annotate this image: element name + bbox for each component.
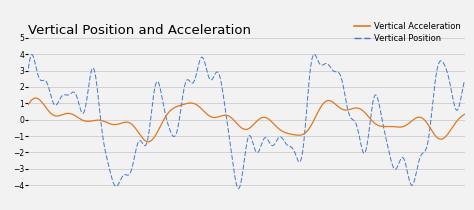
Vertical Acceleration: [84, 120, 90, 122]
Legend: Vertical Acceleration, Vertical Position: Vertical Acceleration, Vertical Position: [354, 22, 460, 43]
Vertical Acceleration: [264, 117, 270, 119]
Line: Vertical Acceleration: Vertical Acceleration: [28, 98, 465, 142]
Vertical Position: [255, 151, 261, 154]
Vertical Position: [311, 53, 317, 55]
Vertical Position: [264, 137, 270, 140]
Vertical Acceleration: [462, 113, 467, 116]
Vertical Acceleration: [173, 106, 179, 108]
Vertical Acceleration: [216, 116, 221, 118]
Line: Vertical Position: Vertical Position: [28, 54, 465, 189]
Vertical Acceleration: [33, 97, 38, 99]
Vertical Position: [83, 101, 89, 104]
Vertical Position: [462, 79, 467, 82]
Vertical Acceleration: [100, 119, 105, 122]
Vertical Position: [99, 129, 105, 131]
Vertical Position: [26, 67, 31, 70]
Vertical Acceleration: [255, 119, 261, 121]
Vertical Acceleration: [145, 140, 151, 143]
Vertical Position: [215, 71, 220, 73]
Vertical Acceleration: [26, 103, 31, 105]
Text: Vertical Position and Acceleration: Vertical Position and Acceleration: [28, 24, 251, 37]
Vertical Position: [236, 187, 242, 190]
Vertical Position: [173, 134, 178, 137]
